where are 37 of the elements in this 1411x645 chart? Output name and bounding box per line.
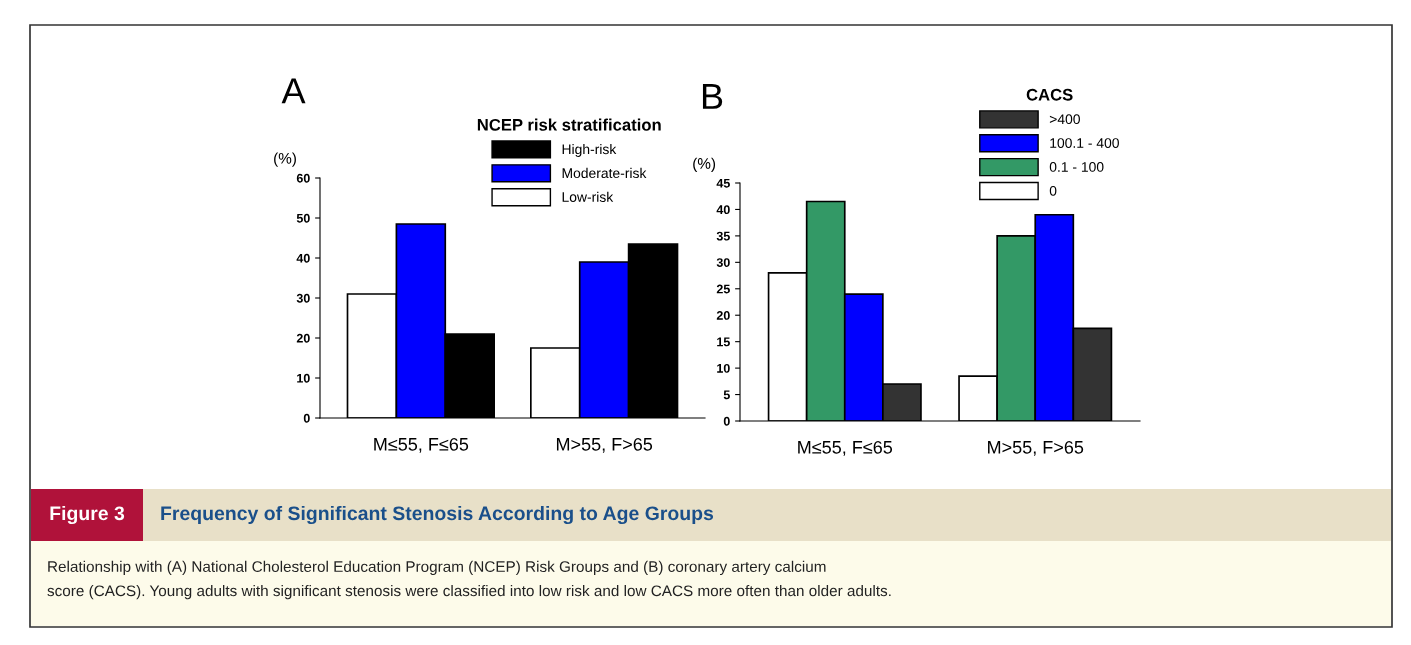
chart-title: A bbox=[281, 78, 306, 104]
y-tick-label: 45 bbox=[716, 178, 730, 188]
y-tick-label: 40 bbox=[716, 205, 730, 215]
y-tick-label: 60 bbox=[296, 173, 310, 183]
y-tick-label: 40 bbox=[296, 253, 310, 263]
legend-label: Low-risk bbox=[562, 191, 614, 202]
y-tick-label: 30 bbox=[296, 293, 310, 303]
legend-title: CACS bbox=[1026, 88, 1073, 101]
text: Frequency of Significant Stenosis According to Age Groups bbox=[161, 505, 714, 525]
y-tick-label: 20 bbox=[716, 311, 730, 320]
x-tick-label: M≤55, F≤65 bbox=[798, 440, 893, 456]
x-tick-label: M≤55, F≤65 bbox=[374, 437, 469, 453]
y-tick-label: 50 bbox=[296, 213, 310, 223]
x-tick-label: M>55, F>65 bbox=[988, 440, 1084, 456]
y-tick-label: 15 bbox=[717, 337, 730, 347]
legend-label: 0 bbox=[1049, 185, 1057, 196]
legend-label: Moderate-risk bbox=[562, 167, 647, 179]
legend-title: NCEP risk stratification bbox=[477, 118, 661, 131]
legend-label: >400 bbox=[1049, 114, 1080, 125]
y-tick-label: 10 bbox=[717, 363, 730, 373]
caption: Figure 3 bbox=[50, 505, 125, 525]
x-tick-label: M>55, F>65 bbox=[556, 437, 653, 453]
y-tick-label: 25 bbox=[716, 284, 730, 294]
chart-title: B bbox=[702, 84, 723, 109]
y-tick-label: 20 bbox=[296, 333, 310, 343]
y-tick-label: 0 bbox=[723, 416, 730, 426]
y-tick-label: 35 bbox=[716, 231, 730, 241]
y-tick-label: 30 bbox=[716, 258, 730, 267]
text: Relationship with (A) National Cholesterol Education Program (NCEP) Risk Groups and (B) coronary artery calcium score (CACS). Young adults with significant stenosis were classified into low risk and low CACS more often than older adults. bbox=[47, 560, 891, 600]
y-tick-label: 5 bbox=[723, 390, 730, 400]
legend-label: High-risk bbox=[562, 143, 617, 157]
y-tick-label: 0 bbox=[303, 413, 310, 423]
y-axis-title: (%) bbox=[693, 157, 716, 172]
legend-label: 0.1 - 100 bbox=[1049, 162, 1104, 172]
legend-label: 100.1 - 400 bbox=[1050, 138, 1119, 148]
y-axis-title: (%) bbox=[274, 152, 296, 167]
y-tick-label: 10 bbox=[297, 373, 310, 383]
